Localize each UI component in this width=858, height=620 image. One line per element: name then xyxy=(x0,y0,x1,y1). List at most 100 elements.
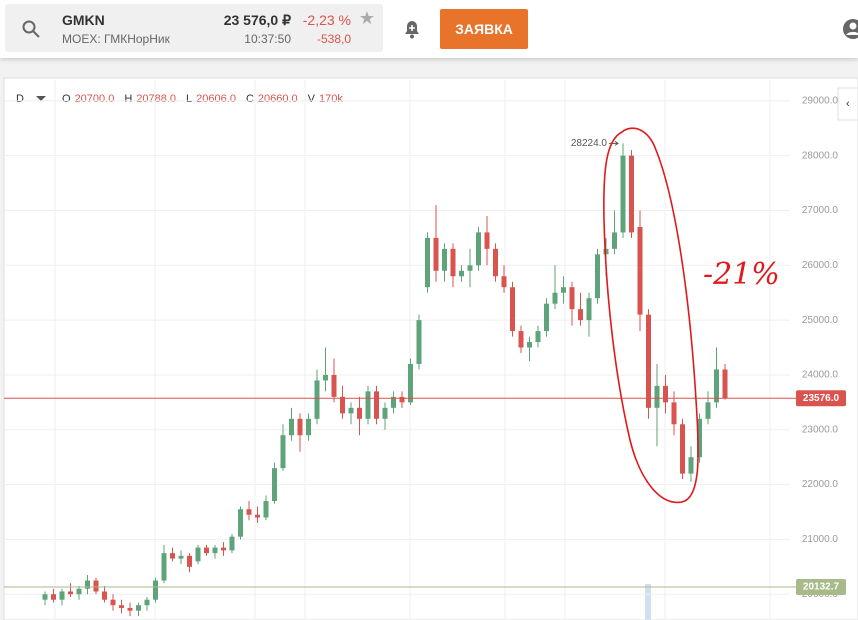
candle-body xyxy=(646,314,651,408)
legend-value: 20660.0 xyxy=(258,93,298,105)
user-icon[interactable] xyxy=(842,18,858,40)
candle-body xyxy=(340,396,345,414)
y-tick-label: 25000.0 xyxy=(802,315,839,326)
candle-body xyxy=(306,418,311,436)
instrument-box[interactable]: GMKN MOEX: ГМКНорНик 23 576,0 ₽ -2,23 % … xyxy=(5,4,383,52)
chart-panel xyxy=(3,77,858,620)
header: GMKN MOEX: ГМКНорНик 23 576,0 ₽ -2,23 % … xyxy=(0,0,858,58)
candle-body xyxy=(620,155,626,233)
legend-key: V xyxy=(308,93,316,105)
legend-value: 20700.0 xyxy=(75,93,115,105)
candle-body xyxy=(450,248,456,277)
candle-body xyxy=(374,391,379,419)
candle-body xyxy=(221,547,226,551)
candle-body xyxy=(102,591,107,600)
candle-body xyxy=(586,298,592,321)
candle-body xyxy=(289,418,294,436)
price-tag-label: 20132.7 xyxy=(803,582,840,593)
candle-body xyxy=(51,594,56,600)
star-icon[interactable]: ★ xyxy=(358,8,375,28)
candle-body xyxy=(442,248,447,271)
candle-body xyxy=(484,232,490,249)
candle-body xyxy=(59,591,65,600)
candle-body xyxy=(280,435,286,469)
candle-body xyxy=(688,457,694,474)
candle-body xyxy=(204,547,209,554)
candle-body xyxy=(348,407,354,414)
y-tick-label: 22000.0 xyxy=(802,479,839,490)
candle-body xyxy=(578,309,583,321)
candle-body xyxy=(535,331,541,343)
candle-body xyxy=(331,374,337,397)
candle-body xyxy=(229,536,235,551)
candle-body xyxy=(425,237,430,288)
candle-body xyxy=(493,248,498,277)
legend-key: C xyxy=(246,93,254,105)
high-marker-label: 28224.0 xyxy=(571,138,608,149)
candle-body xyxy=(476,232,481,266)
panel-toggle[interactable] xyxy=(837,87,858,121)
volume-bar xyxy=(645,584,651,620)
legend-value: 170k xyxy=(319,93,343,105)
candle-body xyxy=(654,385,660,408)
candle-body xyxy=(382,407,388,419)
price-tag-label: 23576.0 xyxy=(803,393,840,404)
legend-value: 20606.0 xyxy=(196,93,236,105)
toggle-arrow: ‹ xyxy=(846,98,850,110)
candle-body xyxy=(136,605,141,611)
candle-body xyxy=(671,402,677,425)
y-tick-label: 26000.0 xyxy=(802,260,839,271)
high-marker-arrow xyxy=(609,140,619,146)
legend-key: H xyxy=(124,93,132,105)
candle-body xyxy=(561,287,566,293)
candle-body xyxy=(603,248,609,255)
candle-body xyxy=(297,418,303,436)
candle-body xyxy=(127,607,133,611)
candle-body xyxy=(408,363,413,403)
change-pct: -2,23 % xyxy=(302,12,351,28)
candle-body xyxy=(714,369,719,403)
candle-body xyxy=(246,509,252,515)
candle-body xyxy=(323,374,328,381)
candle-body xyxy=(272,468,277,502)
candle-body xyxy=(459,270,464,277)
candle-body xyxy=(629,155,634,233)
y-tick-label: 27000.0 xyxy=(802,205,839,216)
price: 23 576,0 ₽ xyxy=(223,12,291,28)
candle-body xyxy=(680,424,685,474)
y-tick-label: 23000.0 xyxy=(802,424,839,435)
search-icon[interactable] xyxy=(21,19,41,39)
interval-dropdown[interactable] xyxy=(36,96,46,101)
vertical-grid xyxy=(54,80,771,620)
candle-body xyxy=(569,287,575,310)
interval[interactable]: D xyxy=(16,93,24,105)
candle-body xyxy=(161,553,167,581)
y-tick-label: 29000.0 xyxy=(802,95,839,106)
candle-body xyxy=(85,580,90,589)
candle-body xyxy=(119,605,124,608)
candle-body xyxy=(255,514,260,518)
y-tick-label: 28000.0 xyxy=(802,150,839,161)
candle-body xyxy=(501,276,507,288)
candle-body xyxy=(144,599,150,606)
candle-body xyxy=(178,555,184,559)
candle-body xyxy=(212,547,218,554)
alert-icon[interactable] xyxy=(402,18,422,40)
candle-body xyxy=(314,380,320,419)
candle-body xyxy=(42,594,48,600)
candle-body xyxy=(263,501,269,518)
candle-body xyxy=(697,418,702,458)
candle-body xyxy=(195,547,201,562)
candle-body xyxy=(76,588,82,595)
order-button[interactable]: ЗАЯВКА xyxy=(440,9,528,49)
legend-key: O xyxy=(62,93,71,105)
candle-body xyxy=(705,402,711,419)
candle-body xyxy=(93,580,99,592)
candle-body xyxy=(68,591,73,595)
candle-body xyxy=(510,287,515,332)
candle-body xyxy=(467,265,473,271)
candle-body xyxy=(637,226,643,315)
legend-key: L xyxy=(186,93,192,105)
